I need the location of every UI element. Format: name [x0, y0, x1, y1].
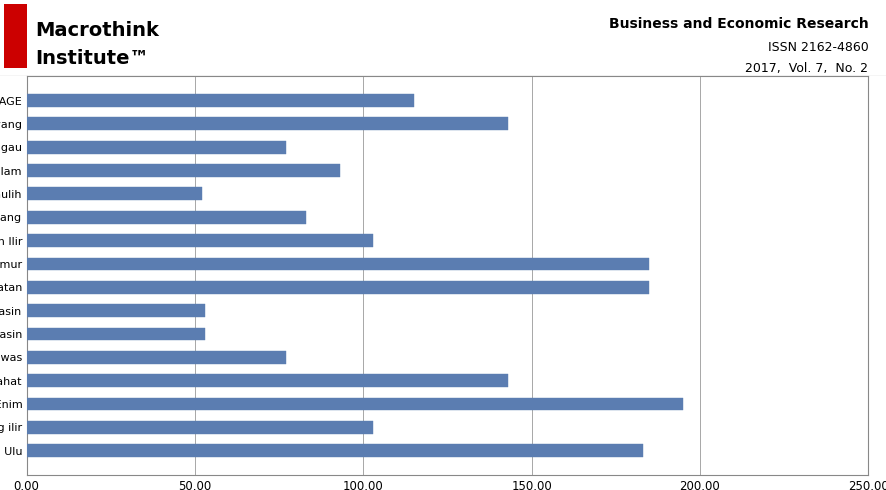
Bar	[27, 397, 683, 411]
Text: Macrothink: Macrothink	[35, 21, 159, 40]
Text: ISSN 2162-4860: ISSN 2162-4860	[767, 41, 868, 54]
Bar	[27, 328, 205, 341]
Bar	[4, 4, 27, 69]
Bar	[27, 118, 508, 130]
Bar	[27, 304, 205, 317]
Bar	[27, 234, 373, 247]
Bar	[27, 421, 373, 434]
Bar	[27, 211, 306, 223]
Bar	[27, 94, 414, 107]
Bar	[27, 164, 339, 177]
Bar	[27, 281, 649, 294]
Text: Business and Economic Research: Business and Economic Research	[609, 17, 868, 31]
Bar	[27, 141, 286, 154]
Text: Institute™: Institute™	[35, 49, 150, 69]
Bar	[27, 258, 649, 270]
Bar	[27, 188, 202, 200]
Text: 2017,  Vol. 7,  No. 2: 2017, Vol. 7, No. 2	[745, 62, 868, 75]
Bar	[27, 374, 508, 387]
Bar	[27, 351, 286, 364]
Bar	[27, 444, 642, 457]
